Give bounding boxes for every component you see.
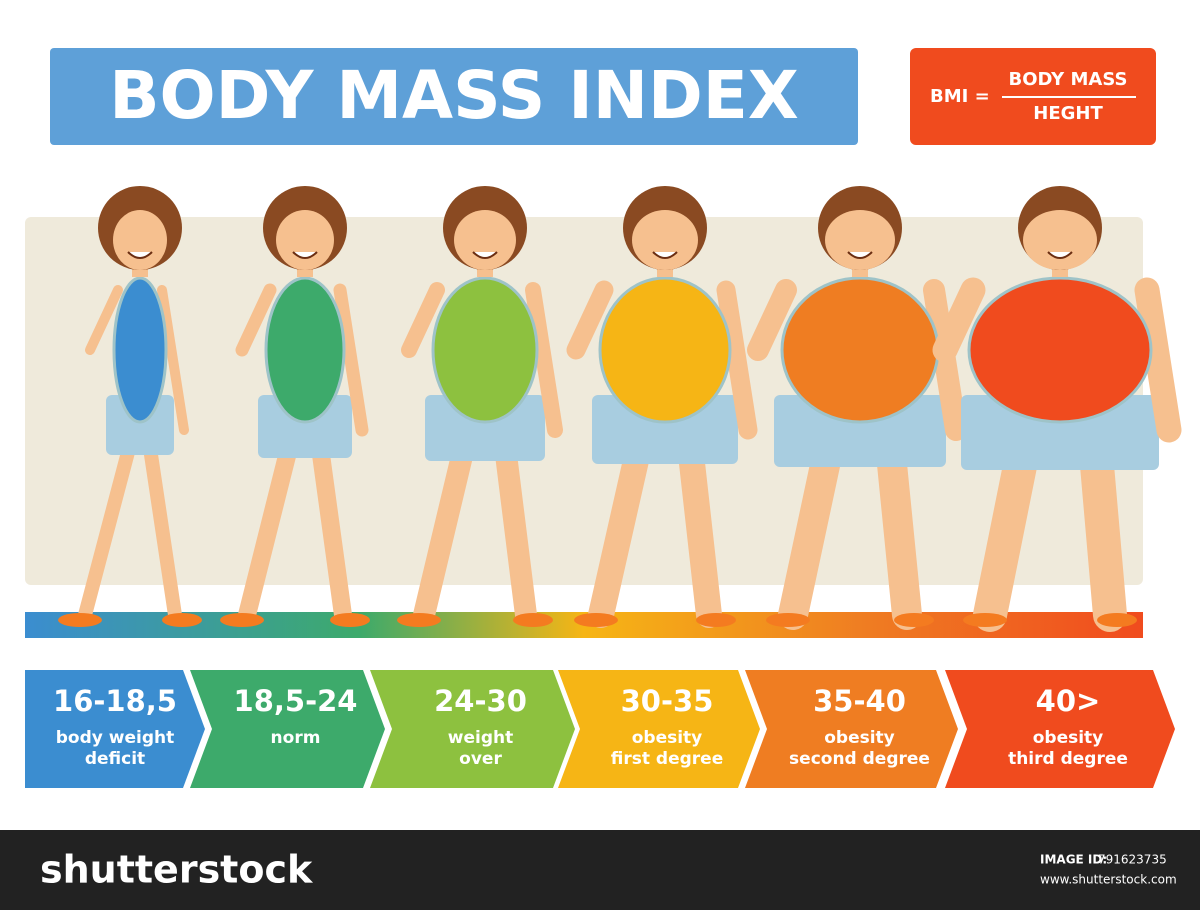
leg [238, 431, 300, 624]
shoe [1097, 613, 1137, 627]
figure [397, 186, 563, 627]
range: 24-30 [434, 684, 527, 718]
chevron [25, 670, 205, 788]
shoe [696, 613, 736, 627]
leg [778, 425, 846, 630]
leg [78, 433, 139, 622]
face [113, 210, 167, 270]
face [1023, 210, 1097, 270]
shoe [397, 613, 441, 627]
shoe [513, 613, 553, 627]
leg [413, 429, 477, 626]
image-id-label: IMAGE ID: [1040, 853, 1107, 867]
body [780, 276, 940, 424]
shorts [425, 395, 545, 461]
leg [493, 429, 537, 626]
body [967, 276, 1153, 424]
range: 40> [1036, 684, 1101, 718]
face [632, 210, 698, 270]
stage-label: obesity [1033, 728, 1104, 748]
smile [1047, 251, 1073, 259]
body [112, 276, 168, 424]
stage-label: deficit [85, 749, 145, 769]
figure [932, 186, 1182, 632]
arm [85, 285, 123, 355]
chevron [370, 670, 575, 788]
shorts [961, 395, 1159, 470]
smile [847, 251, 873, 259]
smile [127, 251, 153, 259]
shorts [106, 395, 174, 455]
smile [472, 251, 498, 259]
footer-logo: shutterstock [40, 848, 313, 892]
arm [716, 280, 758, 440]
shoe [963, 613, 1007, 627]
chevron [945, 670, 1175, 788]
shoe [220, 613, 264, 627]
arm [566, 280, 614, 360]
range: 16-18,5 [53, 684, 177, 718]
leg [310, 431, 352, 624]
face [825, 210, 895, 270]
face [454, 210, 516, 270]
arm [235, 283, 277, 357]
footer-bar [0, 830, 1200, 910]
chevron [745, 670, 958, 788]
arm [525, 282, 563, 438]
range: 18,5-24 [234, 684, 358, 718]
footer-url: www.shutterstock.com [1040, 873, 1177, 887]
formula-numerator: BODY MASS [1009, 69, 1128, 90]
figure [747, 186, 967, 630]
arm [1134, 277, 1182, 443]
range: 30-35 [621, 684, 714, 718]
stage-label: weight [448, 728, 513, 748]
stage-label: first degree [611, 749, 723, 769]
smile [652, 251, 678, 259]
arm [333, 283, 369, 437]
body [598, 276, 732, 424]
shoe [574, 613, 618, 627]
title: BODY MASS INDEX [109, 57, 799, 134]
shorts [258, 395, 352, 458]
stage-label: second degree [789, 749, 930, 769]
figure [566, 186, 758, 628]
range: 35-40 [813, 684, 906, 718]
smile [292, 251, 318, 259]
arm [932, 277, 986, 363]
body [264, 276, 346, 424]
figures [58, 186, 1182, 632]
title-box [50, 48, 858, 145]
leg [588, 427, 654, 628]
face [276, 210, 334, 270]
shorts [592, 395, 738, 464]
figure [58, 186, 202, 627]
stage-label: obesity [632, 728, 703, 748]
figure [220, 186, 370, 627]
arm [747, 279, 797, 361]
formula-denominator: HEGHT [1033, 103, 1103, 124]
shoe [330, 613, 370, 627]
stage-label: norm [271, 728, 321, 748]
stage-label: body weight [56, 728, 174, 748]
leg [141, 433, 182, 622]
shoe [162, 613, 202, 627]
shoe [894, 613, 934, 627]
arm [401, 282, 445, 358]
chevron [190, 670, 385, 788]
chevron [558, 670, 760, 788]
shoe [766, 613, 810, 627]
leg [676, 427, 722, 628]
shorts [774, 395, 946, 467]
stage-label: obesity [824, 728, 895, 748]
leg [874, 425, 922, 630]
stage-label: over [459, 749, 502, 769]
arm [157, 285, 189, 435]
shoe [58, 613, 102, 627]
image-id: 791623735 [1098, 853, 1167, 867]
formula-prefix: BMI = [930, 86, 990, 107]
body [431, 276, 539, 424]
stage-label: third degree [1008, 749, 1128, 769]
